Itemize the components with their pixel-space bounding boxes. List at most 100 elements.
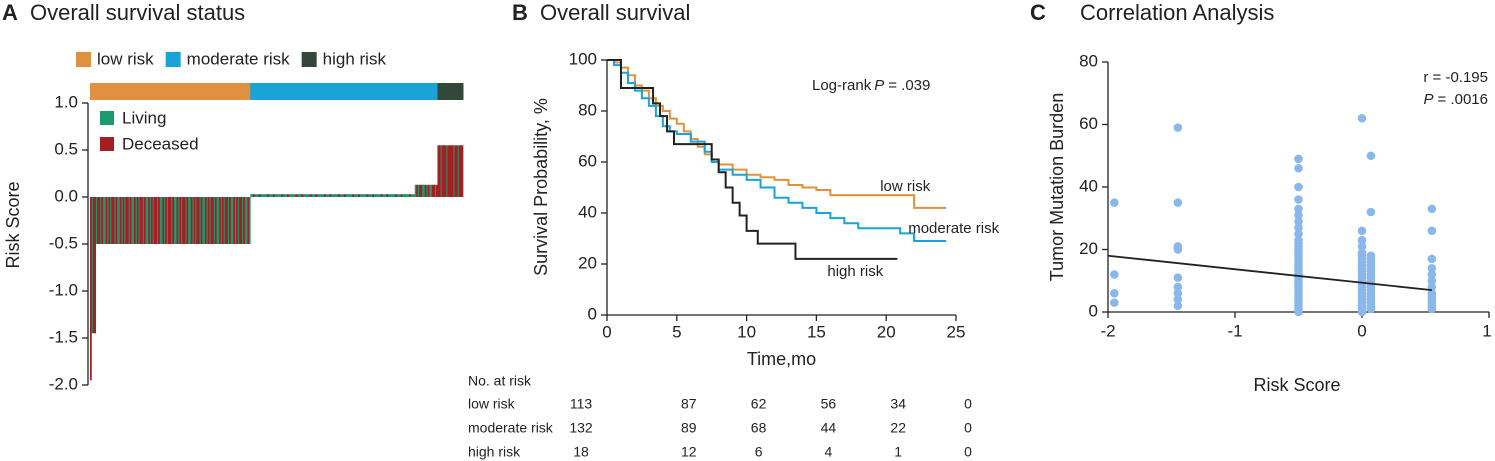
risk-bar <box>156 197 159 244</box>
risk-bar <box>416 184 418 197</box>
risk-bar <box>209 197 211 244</box>
scatter-point <box>1294 163 1303 173</box>
risk-bar <box>339 194 342 197</box>
risk-bar <box>255 194 258 197</box>
scatter-point <box>1294 204 1303 214</box>
risk-bar <box>450 145 453 197</box>
scatter-point <box>1173 273 1183 282</box>
risk-bar <box>199 197 201 244</box>
risk-bar <box>372 194 375 197</box>
scatter-point <box>1427 226 1437 236</box>
scatter-point <box>1366 207 1376 217</box>
risk-bar <box>234 197 237 244</box>
risk-bar <box>217 197 220 244</box>
risk-bar <box>150 197 153 244</box>
risk-bar <box>180 197 183 244</box>
risk-bar <box>369 194 372 197</box>
risk-bar <box>458 145 461 197</box>
scatter-point <box>1427 263 1437 273</box>
scatter-point <box>1173 123 1183 132</box>
risk-bar <box>394 194 397 197</box>
x-tick-label: 0 <box>602 322 611 341</box>
table-cell: 4 <box>825 444 833 460</box>
x-tick-label: 1 <box>1482 321 1491 340</box>
risk-bar <box>139 197 142 244</box>
x-axis-label: Risk Score <box>1253 375 1340 395</box>
scatter-point <box>1366 304 1376 314</box>
x-axis-label: Time,mo <box>747 349 816 369</box>
risk-bar <box>358 194 360 197</box>
risk-bar <box>404 194 407 197</box>
x-tick-label: 10 <box>737 322 756 341</box>
risk-bar <box>457 145 460 197</box>
risk-bar <box>241 197 244 244</box>
risk-bar <box>448 145 451 197</box>
risk-bar <box>230 197 233 244</box>
risk-bar <box>99 197 102 244</box>
y-tick-label: 40 <box>1079 176 1098 195</box>
risk-bar <box>322 194 325 197</box>
risk-bar <box>94 197 97 334</box>
risk-bar <box>428 184 431 197</box>
y-tick-label: 80 <box>578 100 597 119</box>
x-tick-label: -1 <box>1227 321 1242 340</box>
risk-bar <box>399 194 401 197</box>
risk-bar <box>355 194 357 197</box>
risk-bar <box>146 197 149 244</box>
risk-bar <box>172 197 175 244</box>
risk-bar <box>240 197 243 244</box>
risk-bar <box>436 184 438 197</box>
risk-bar <box>90 197 92 381</box>
risk-bar <box>115 197 118 244</box>
table-row-name: high risk <box>468 444 521 460</box>
curve-label: high risk <box>827 263 883 280</box>
risk-bar <box>377 194 380 197</box>
risk-bar <box>294 194 296 197</box>
risk-bar <box>350 194 353 197</box>
scatter-point <box>1110 288 1119 298</box>
risk-bar <box>268 194 271 197</box>
scatter-point <box>1357 113 1367 123</box>
risk-bar <box>193 197 196 244</box>
y-tick-label: 0.0 <box>54 186 78 205</box>
legend-label: Living <box>122 108 166 127</box>
risk-bar <box>384 194 387 197</box>
risk-bar <box>407 194 410 197</box>
y-tick-label: 60 <box>1079 114 1098 133</box>
scatter-point <box>1294 195 1303 204</box>
risk-bar <box>316 194 319 197</box>
scatter-point <box>1110 298 1119 307</box>
risk-bar <box>207 197 210 244</box>
risk-bar <box>383 194 386 197</box>
risk-bar <box>202 197 204 244</box>
y-tick-label: 60 <box>578 151 597 170</box>
risk-bar <box>261 194 264 197</box>
y-tick-label: 0.5 <box>54 139 78 158</box>
risk-bar <box>329 194 332 197</box>
risk-bar <box>238 197 241 244</box>
scatter-point <box>1357 226 1367 236</box>
annotation: r = -0.195 <box>1423 69 1488 86</box>
risk-bar <box>258 194 261 197</box>
risk-bar <box>196 197 199 244</box>
risk-bar <box>291 194 294 197</box>
risk-bar <box>204 197 207 244</box>
risk-bar <box>302 194 305 197</box>
risk-bar <box>445 145 448 197</box>
scatter-point <box>1427 254 1437 264</box>
risk-bar <box>145 197 148 244</box>
risk-bar <box>125 197 128 244</box>
risk-bar <box>402 194 404 197</box>
risk-bar <box>138 197 140 244</box>
table-cell: 12 <box>681 444 697 460</box>
risk-bar <box>176 197 179 244</box>
risk-bar <box>314 194 316 197</box>
risk-bar <box>182 197 184 244</box>
risk-bar <box>349 194 352 197</box>
risk-bar <box>175 197 177 244</box>
risk-group-bar <box>437 83 464 100</box>
risk-bar <box>324 194 326 197</box>
risk-bar <box>376 194 379 197</box>
scatter-point <box>1357 307 1367 317</box>
risk-bar <box>433 184 435 197</box>
